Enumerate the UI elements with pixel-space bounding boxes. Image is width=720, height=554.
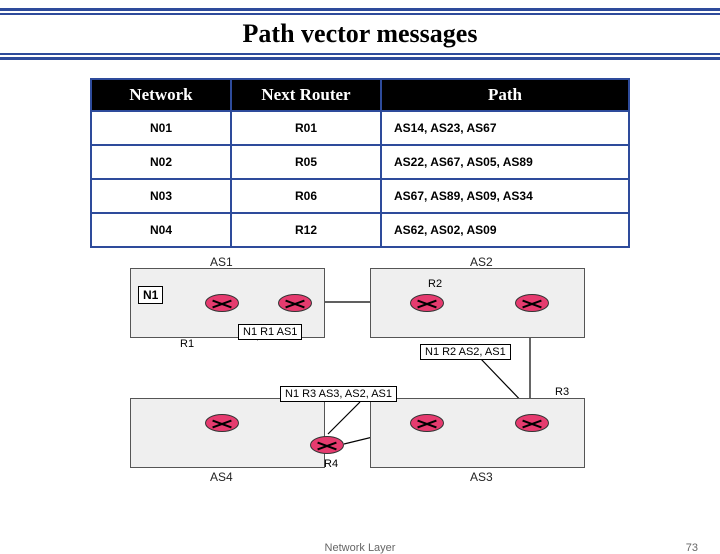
- as-box: [130, 398, 325, 468]
- cell-router: R05: [231, 145, 381, 179]
- cell-router: R01: [231, 111, 381, 145]
- as-box: [370, 398, 585, 468]
- cell-router: R06: [231, 179, 381, 213]
- router-icon: [310, 436, 344, 454]
- routing-table: Network Next Router Path N01 R01 AS14, A…: [90, 78, 630, 248]
- router-icon: [410, 294, 444, 312]
- router-icon: [278, 294, 312, 312]
- cell-network: N04: [91, 213, 231, 247]
- table-row: N01 R01 AS14, AS23, AS67: [91, 111, 629, 145]
- path-message-box: N1 R2 AS2, AS1: [420, 344, 511, 360]
- col-path: Path: [381, 79, 629, 111]
- table-row: N04 R12 AS62, AS02, AS09: [91, 213, 629, 247]
- router-icon: [205, 414, 239, 432]
- table-body: N01 R01 AS14, AS23, AS67 N02 R05 AS22, A…: [91, 111, 629, 247]
- page-title: Path vector messages: [0, 19, 720, 49]
- cell-path: AS14, AS23, AS67: [381, 111, 629, 145]
- table-header-row: Network Next Router Path: [91, 79, 629, 111]
- router-icon: [515, 294, 549, 312]
- cell-path: AS62, AS02, AS09: [381, 213, 629, 247]
- as-box: [370, 268, 585, 338]
- col-network: Network: [91, 79, 231, 111]
- path-message-box: N1 R1 AS1: [238, 324, 302, 340]
- col-next-router: Next Router: [231, 79, 381, 111]
- cell-network: N02: [91, 145, 231, 179]
- table-row: N02 R05 AS22, AS67, AS05, AS89: [91, 145, 629, 179]
- cell-path: AS67, AS89, AS09, AS34: [381, 179, 629, 213]
- as-label: AS1: [210, 255, 233, 269]
- as-label: AS3: [470, 470, 493, 484]
- footer-text: Network Layer: [325, 542, 396, 554]
- cell-network: N01: [91, 111, 231, 145]
- router-label: R2: [428, 278, 442, 290]
- router-label: R3: [555, 386, 569, 398]
- network-diagram: AS1AS2AS4AS3R1R2R3R4N1N1 R1 AS1N1 R2 AS2…: [110, 258, 610, 478]
- router-icon: [515, 414, 549, 432]
- table-row: N03 R06 AS67, AS89, AS09, AS34: [91, 179, 629, 213]
- router-icon: [410, 414, 444, 432]
- cell-path: AS22, AS67, AS05, AS89: [381, 145, 629, 179]
- cell-router: R12: [231, 213, 381, 247]
- path-message-box: N1 R3 AS3, AS2, AS1: [280, 386, 397, 402]
- router-icon: [205, 294, 239, 312]
- title-inner: Path vector messages: [0, 13, 720, 55]
- router-label: R4: [324, 458, 338, 470]
- router-label: R1: [180, 338, 194, 350]
- title-band: Path vector messages: [0, 8, 720, 60]
- as-label: AS2: [470, 255, 493, 269]
- as-label: AS4: [210, 470, 233, 484]
- page-number: 73: [686, 542, 698, 554]
- cell-network: N03: [91, 179, 231, 213]
- network-n1-box: N1: [138, 286, 163, 304]
